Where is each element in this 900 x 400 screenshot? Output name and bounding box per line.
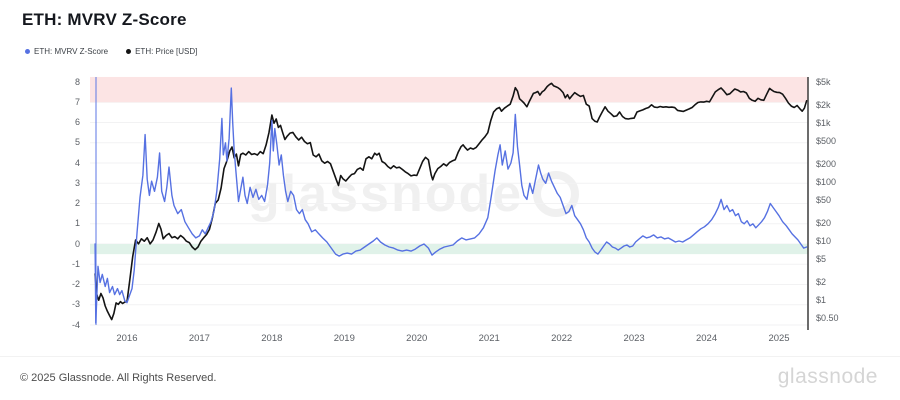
legend-dot-icon (25, 49, 30, 54)
x-axis-tick-label: 2017 (188, 333, 210, 344)
y-axis-left-tick-label: 1 (74, 218, 80, 229)
y-axis-left-tick-label: -3 (71, 299, 80, 310)
y-axis-right-tick-label: $200 (816, 158, 837, 169)
y-axis-right-tick-label: $1k (816, 117, 831, 128)
chart-plot-area[interactable]: glassnode 8 7 6 5 4 3 2 1 0 -1 -2 -3 -4 $5k $2k $1k $500… (0, 0, 900, 355)
y-axis-right-tick-label: $10 (816, 235, 832, 246)
glassnode-brand-logo: glassnode (777, 365, 878, 388)
y-axis-right-tick-label: $500 (816, 135, 837, 146)
y-axis-right-tick-label: $50 (816, 194, 832, 205)
x-axis-tick-label: 2020 (406, 333, 428, 344)
y-axis-left-tick-label: 8 (74, 76, 80, 87)
y-axis-left-tick-label: 2 (74, 198, 80, 208)
chart-legend: ETH: MVRV Z-Score ETH: Price [USD] (25, 47, 197, 56)
copyright-text: © 2025 Glassnode. All Rights Reserved. (20, 372, 217, 384)
y-axis-left-tick-label: 6 (74, 117, 80, 127)
y-axis-left-tick-label: -2 (71, 279, 80, 289)
y-axis-left-tick-label: 3 (74, 177, 80, 188)
undervalued-zone-band (90, 244, 808, 255)
footer: © 2025 Glassnode. All Rights Reserved. g… (0, 356, 900, 400)
y-axis-right-tick-label: $100 (816, 176, 837, 187)
y-axis-right-tick-label: $5k (816, 76, 831, 87)
y-axis-right-tick-label: $0.50 (816, 312, 839, 323)
page-title: ETH: MVRV Z-Score (22, 10, 187, 29)
legend-item-price[interactable]: ETH: Price [USD] (126, 47, 197, 56)
x-axis-tick-label: 2024 (695, 333, 718, 344)
legend-label: ETH: MVRV Z-Score (34, 47, 109, 56)
y-axis-left-tick-label: 5 (74, 137, 80, 148)
x-axis-tick-label: 2021 (478, 333, 500, 344)
legend-item-mvrv-zscore[interactable]: ETH: MVRV Z-Score (25, 47, 108, 56)
legend-label: ETH: Price [USD] (135, 47, 198, 56)
x-axis-tick-label: 2023 (623, 333, 645, 344)
x-axis-tick-label: 2016 (116, 333, 138, 344)
y-axis-left-tick-label: 4 (74, 157, 80, 168)
x-axis-tick-label: 2022 (551, 333, 573, 344)
y-axis-left-tick-label: 7 (74, 96, 80, 107)
y-axis-left-tick-label: 0 (74, 238, 80, 249)
x-axis-tick-label: 2025 (768, 333, 790, 344)
legend-dot-icon (126, 49, 132, 54)
mvrv-zscore-line (94, 87, 808, 324)
overvalued-zone-band (90, 76, 808, 103)
y-axis-right-tick-label: $1 (816, 294, 827, 305)
price-line (94, 82, 808, 321)
y-axis-right-tick-label: $2 (816, 276, 827, 287)
y-axis-left-tick-label: -1 (71, 258, 80, 269)
y-axis-right-tick-label: $20 (816, 217, 832, 228)
y-axis-right-tick-label: $2k (816, 99, 831, 110)
chart-canvas (90, 76, 809, 330)
x-axis-tick-label: 2018 (261, 333, 283, 344)
y-axis-left-tick-label: -4 (71, 319, 80, 330)
y-axis-right-tick-label: $5 (816, 253, 827, 264)
x-axis-tick-label: 2019 (333, 333, 355, 344)
